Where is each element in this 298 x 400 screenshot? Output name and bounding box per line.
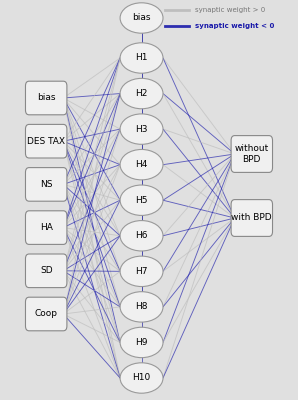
Text: H8: H8 — [135, 302, 148, 311]
Text: without
BPD: without BPD — [235, 144, 269, 164]
Text: H10: H10 — [132, 374, 151, 382]
Text: synaptic weight < 0: synaptic weight < 0 — [195, 23, 274, 29]
Text: H2: H2 — [135, 89, 148, 98]
FancyBboxPatch shape — [26, 211, 67, 244]
Text: DES TAX: DES TAX — [27, 137, 65, 146]
FancyBboxPatch shape — [26, 81, 67, 115]
FancyBboxPatch shape — [231, 200, 272, 236]
Ellipse shape — [120, 363, 163, 393]
Ellipse shape — [120, 114, 163, 144]
FancyBboxPatch shape — [231, 136, 272, 172]
Ellipse shape — [120, 185, 163, 216]
Ellipse shape — [120, 78, 163, 109]
Ellipse shape — [120, 292, 163, 322]
Text: SD: SD — [40, 266, 52, 275]
Text: HA: HA — [40, 223, 53, 232]
Text: H1: H1 — [135, 54, 148, 62]
Text: H4: H4 — [135, 160, 148, 169]
Text: bias: bias — [37, 94, 55, 102]
Ellipse shape — [120, 3, 163, 33]
Text: H7: H7 — [135, 267, 148, 276]
Text: H3: H3 — [135, 125, 148, 134]
FancyBboxPatch shape — [26, 124, 67, 158]
Ellipse shape — [120, 220, 163, 251]
Text: synaptic weight > 0: synaptic weight > 0 — [195, 7, 266, 13]
Text: H5: H5 — [135, 196, 148, 205]
Ellipse shape — [120, 43, 163, 73]
Text: H9: H9 — [135, 338, 148, 347]
FancyBboxPatch shape — [26, 254, 67, 288]
Text: Coop: Coop — [35, 310, 58, 318]
Text: H6: H6 — [135, 231, 148, 240]
Ellipse shape — [120, 256, 163, 286]
Ellipse shape — [120, 327, 163, 358]
Ellipse shape — [120, 150, 163, 180]
Text: NS: NS — [40, 180, 52, 189]
Text: with BPD: with BPD — [232, 214, 272, 222]
FancyBboxPatch shape — [26, 297, 67, 331]
Text: bias: bias — [132, 14, 151, 22]
FancyBboxPatch shape — [26, 168, 67, 201]
